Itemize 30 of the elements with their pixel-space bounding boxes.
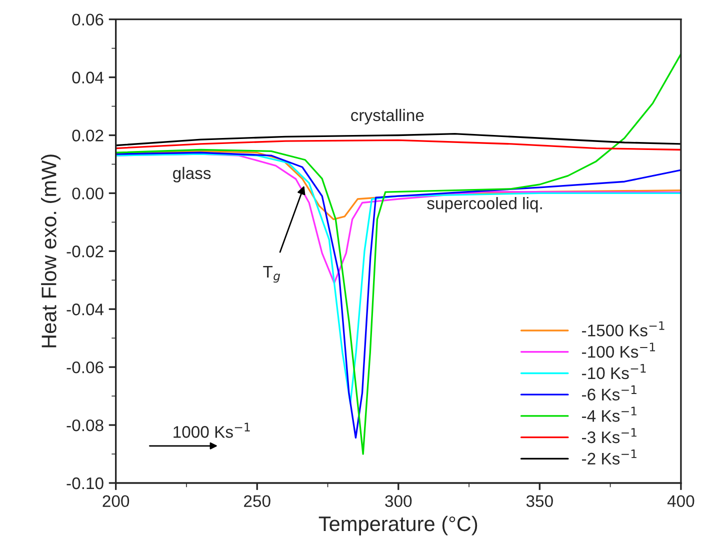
y-tick-label: -0.04 bbox=[66, 304, 104, 316]
x-tick-label: 400 bbox=[667, 495, 694, 508]
legend-label: -3 Ks$^{−1}$ bbox=[582, 428, 636, 444]
y-tick-label: 0.06 bbox=[72, 14, 104, 26]
x-tick-label: 200 bbox=[102, 495, 130, 508]
y-tick-label: -0.08 bbox=[66, 419, 104, 432]
x-tick-label: 350 bbox=[526, 495, 553, 508]
legend-label: -10 Ks$^{−1}$ bbox=[582, 364, 646, 380]
legend-label: -4 Ks$^{−1}$ bbox=[582, 406, 636, 422]
y-tick-label: -0.10 bbox=[66, 477, 104, 490]
annotation: glass bbox=[173, 166, 211, 182]
annotation: 1000 Ks$^{−1}$ bbox=[174, 422, 250, 438]
annotation: T$_{g}$ bbox=[263, 266, 280, 283]
y-tick-label: -0.02 bbox=[66, 246, 104, 258]
y-tick-label: 0.02 bbox=[72, 130, 104, 142]
x-tick-label: 250 bbox=[244, 495, 270, 508]
legend-label: -6 Ks$^{−1}$ bbox=[582, 385, 636, 400]
annotation: supercooled liq. bbox=[427, 197, 542, 213]
x-tick-label: 300 bbox=[385, 495, 412, 508]
legend-label: -2 Ks$^{−1}$ bbox=[582, 450, 636, 465]
y-axis-title: Heat Flow exo. (mW) bbox=[41, 154, 60, 348]
legend-label: -1500 Ks$^{−1}$ bbox=[582, 321, 664, 336]
y-tick-label: 0.04 bbox=[72, 72, 104, 84]
y-tick-label: -0.06 bbox=[66, 361, 104, 374]
legend-label: -100 Ks$^{−1}$ bbox=[582, 342, 655, 358]
x-axis-title: Temperature (°C) bbox=[318, 516, 478, 536]
y-tick-label: 0.00 bbox=[72, 188, 104, 200]
line-series bbox=[116, 132, 681, 146]
annotation: crystalline bbox=[351, 108, 424, 124]
line-series bbox=[116, 139, 681, 151]
